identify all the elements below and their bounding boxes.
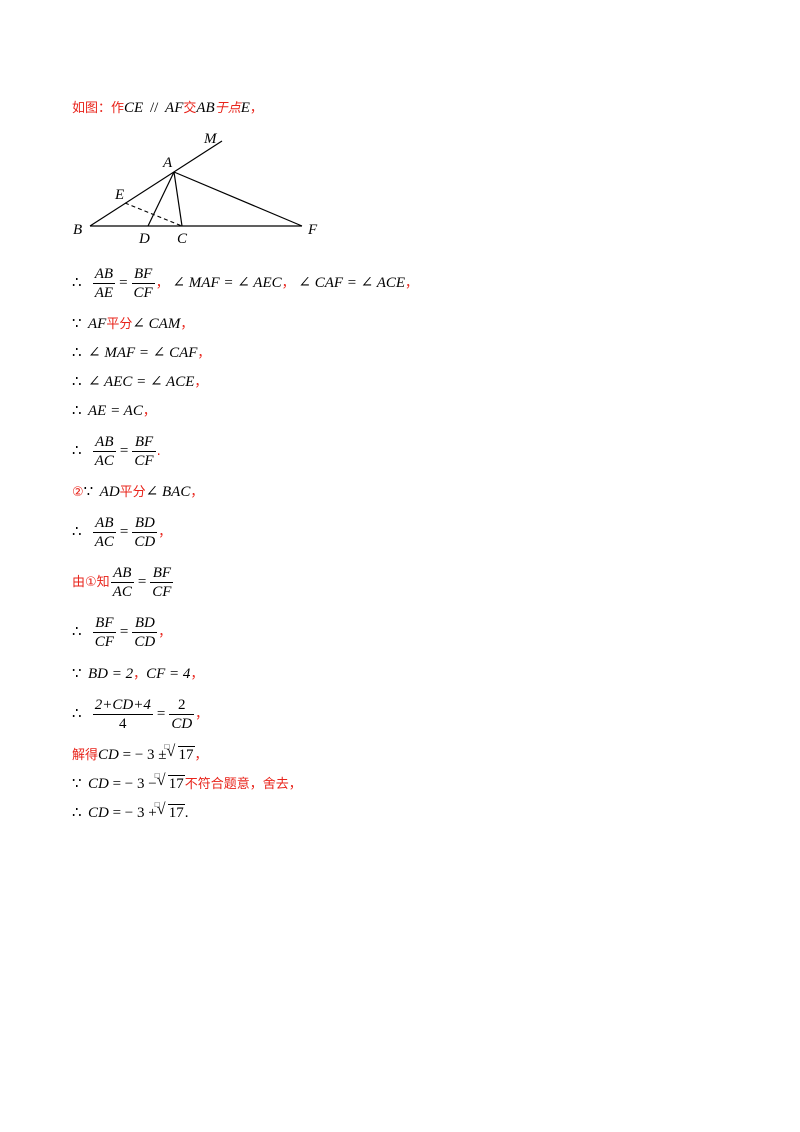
label-e: E — [114, 187, 124, 203]
step-ad-bisects: ②∵ AD平分∠ BAC， — [72, 484, 204, 500]
segment-af — [173, 171, 303, 227]
step-from-one: 由①知 AB AC = BF CF — [72, 565, 174, 601]
geometry-figure: M A E B D C F — [73, 131, 318, 247]
ray-bm — [89, 140, 223, 227]
step-ratio-ab-ac-bd-cd: ∴ AB AC = BD CD， — [72, 515, 172, 551]
step-equation: ∴ 2+CD+4 4 = 2 CD， — [72, 697, 209, 733]
label-a: A — [162, 155, 173, 171]
segment-ad — [147, 171, 175, 227]
step-af-bisects: ∵ AF平分∠ CAM， — [72, 316, 194, 332]
step-final-answer: ∴ CD = − 3 + □ √ 17. — [72, 800, 189, 821]
step-reject-root: ∵ CD = − 3 − □ √ 17不符合题意，舍去， — [72, 771, 302, 792]
statement-construct: 如图：作CE // AF交AB于点E， — [72, 100, 263, 116]
step-given-values: ∵ BD = 2，CF = 4， — [72, 666, 204, 682]
radical-17: □ √ 17 — [154, 771, 185, 792]
step-ae-ac: ∴ AE = AC， — [72, 403, 156, 419]
step-ratio-ab-ae: ∴ AB AE = BF CF， ∠ MAF = ∠ AEC， ∠ CAF = ∠ AC… — [72, 266, 419, 302]
radical-17: □ √ 17 — [164, 742, 195, 763]
step-angle-maf-caf: ∴ ∠ MAF = ∠ CAF， — [72, 345, 211, 361]
label-b: B — [73, 222, 82, 238]
segment-ac — [173, 171, 183, 227]
dashed-ce — [124, 202, 183, 227]
step-ratio-ab-ac-bf-cf: ∴ AB AC = BF CF. — [72, 434, 161, 470]
step-ratio-bf-cf-bd-cd: ∴ BF CF = BD CD， — [72, 615, 172, 651]
label-m: M — [203, 131, 218, 147]
radical-17: □ √ 17 — [154, 800, 185, 821]
step-angle-aec-ace: ∴ ∠ AEC = ∠ ACE， — [72, 374, 208, 390]
label-f: F — [307, 222, 318, 238]
label-d: D — [138, 231, 150, 247]
step-solve: 解得CD = − 3 ± □ √ 17， — [72, 742, 208, 763]
label-c: C — [177, 231, 188, 247]
